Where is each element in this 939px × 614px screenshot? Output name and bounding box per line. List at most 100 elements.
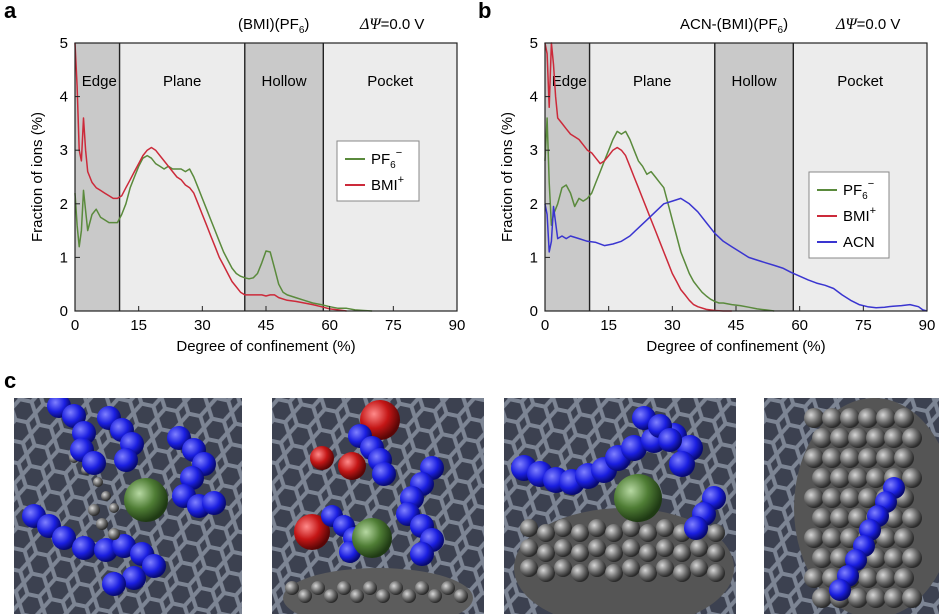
series-line [74,42,347,312]
atom [812,468,832,488]
region-label-edge: Edge [552,73,587,90]
x-tick-label: 60 [791,317,808,334]
atom [822,408,842,428]
atom [690,559,708,577]
atom [180,466,204,490]
atom [142,554,166,578]
atom [690,539,708,557]
atom [338,452,366,480]
atom [622,559,640,577]
y-tick-label: 1 [60,249,68,266]
atom [902,588,922,608]
atom [894,408,914,428]
y-tick-label: 4 [60,89,68,106]
atom [554,559,572,577]
atom [108,528,120,540]
atom [311,581,325,595]
atom [830,508,850,528]
atom [848,588,868,608]
atom [830,468,850,488]
legend-label: BMI+ [371,174,404,194]
x-tick-label: 45 [728,317,745,334]
y-tick-label: 5 [530,36,538,52]
atom [571,524,589,542]
atom [812,588,832,608]
atom [402,589,416,603]
atom [520,519,538,537]
atom [294,514,330,550]
atom [376,589,390,603]
atom [410,542,434,566]
atom [876,528,896,548]
snapshot-image-2 [272,398,484,614]
atom [707,564,725,582]
x-tick-label: 30 [664,317,681,334]
atom [902,428,922,448]
x-tick-label: 15 [130,317,147,334]
atom [441,581,455,595]
legend-box [336,140,420,202]
atom [884,428,904,448]
region-hollow [714,43,794,311]
atom [876,408,896,428]
atom [669,451,695,477]
panel-label-b: b [478,0,492,23]
snapshot-image-3 [504,398,736,614]
atom [656,539,674,557]
atom [520,559,538,577]
atom [588,559,606,577]
atom [658,428,682,452]
atom [310,446,334,470]
atom [554,519,572,537]
header-system-b: ACN-(BMI)(PF6) [680,16,789,36]
panel-label-c: c [4,368,17,393]
atom [876,568,896,588]
y-tick-label: 3 [60,142,68,159]
atom [673,544,691,562]
atom [673,564,691,582]
legend-label: PF6− [843,178,874,202]
atom [858,568,878,588]
x-tick-label: 0 [71,317,79,334]
region-label-hollow: Hollow [732,73,777,90]
atom [363,581,377,595]
panel-label-a: a [4,0,17,23]
x-tick-label: 60 [321,317,338,334]
x-tick-label: 75 [855,317,872,334]
region-label-plane: Plane [633,73,671,90]
atom [614,474,662,522]
series-line [544,197,928,312]
atom [337,581,351,595]
atom [840,408,860,428]
atom [112,534,136,558]
atom [124,478,168,522]
atom [876,448,896,468]
legend-label: PF6− [371,147,402,171]
atom [804,488,824,508]
x-tick-label: 90 [449,317,466,334]
region-label-pocket: Pocket [367,73,414,90]
x-tick-label: 30 [194,317,211,334]
y-tick-label: 4 [530,89,538,106]
atom [350,589,364,603]
atom [902,468,922,488]
legend-label: BMI+ [843,205,876,225]
x-tick-label: 15 [600,317,617,334]
region-hollow [244,43,324,311]
atom [858,408,878,428]
header-potential-b: ΔΨ=0.0 V [836,16,901,33]
atom [840,488,860,508]
atom [88,504,100,516]
atom [428,589,442,603]
atom [122,566,146,590]
atom [96,518,108,530]
atom [884,588,904,608]
region-label-edge: Edge [82,73,117,90]
snapshot-image-1 [14,398,242,614]
atom [894,528,914,548]
atom [894,448,914,468]
atom [822,488,842,508]
atom [537,524,555,542]
region-label-hollow: Hollow [262,73,307,90]
atom [72,536,96,560]
